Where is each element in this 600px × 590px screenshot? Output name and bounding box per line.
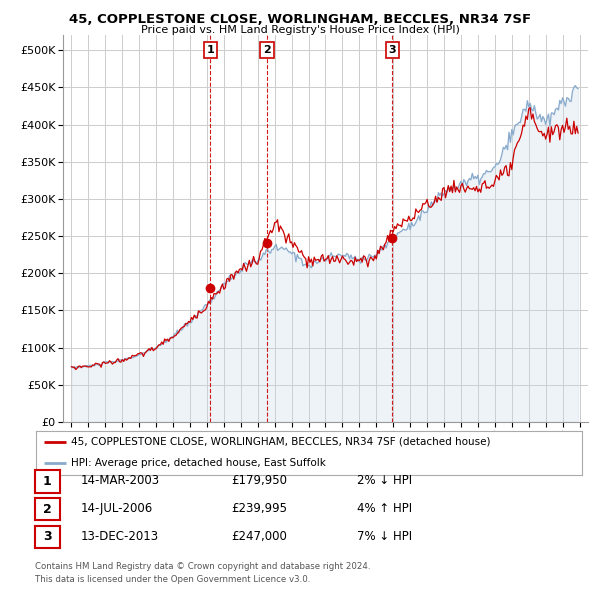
Text: 2% ↓ HPI: 2% ↓ HPI xyxy=(357,474,412,487)
Text: HPI: Average price, detached house, East Suffolk: HPI: Average price, detached house, East… xyxy=(71,458,326,467)
Text: This data is licensed under the Open Government Licence v3.0.: This data is licensed under the Open Gov… xyxy=(35,575,310,584)
Text: Price paid vs. HM Land Registry's House Price Index (HPI): Price paid vs. HM Land Registry's House … xyxy=(140,25,460,35)
Text: £247,000: £247,000 xyxy=(231,530,287,543)
Text: 4% ↑ HPI: 4% ↑ HPI xyxy=(357,502,412,515)
Text: 7% ↓ HPI: 7% ↓ HPI xyxy=(357,530,412,543)
Text: £239,995: £239,995 xyxy=(231,502,287,515)
Text: £179,950: £179,950 xyxy=(231,474,287,487)
Text: 14-MAR-2003: 14-MAR-2003 xyxy=(81,474,160,487)
Text: 45, COPPLESTONE CLOSE, WORLINGHAM, BECCLES, NR34 7SF (detached house): 45, COPPLESTONE CLOSE, WORLINGHAM, BECCL… xyxy=(71,437,491,447)
Text: 2: 2 xyxy=(43,503,52,516)
Text: 2: 2 xyxy=(263,45,271,55)
Text: Contains HM Land Registry data © Crown copyright and database right 2024.: Contains HM Land Registry data © Crown c… xyxy=(35,562,370,571)
Text: 3: 3 xyxy=(43,530,52,543)
Text: 1: 1 xyxy=(43,475,52,488)
Text: 13-DEC-2013: 13-DEC-2013 xyxy=(81,530,159,543)
Text: 3: 3 xyxy=(389,45,396,55)
Text: 14-JUL-2006: 14-JUL-2006 xyxy=(81,502,153,515)
Text: 45, COPPLESTONE CLOSE, WORLINGHAM, BECCLES, NR34 7SF: 45, COPPLESTONE CLOSE, WORLINGHAM, BECCL… xyxy=(69,13,531,26)
Text: 1: 1 xyxy=(206,45,214,55)
